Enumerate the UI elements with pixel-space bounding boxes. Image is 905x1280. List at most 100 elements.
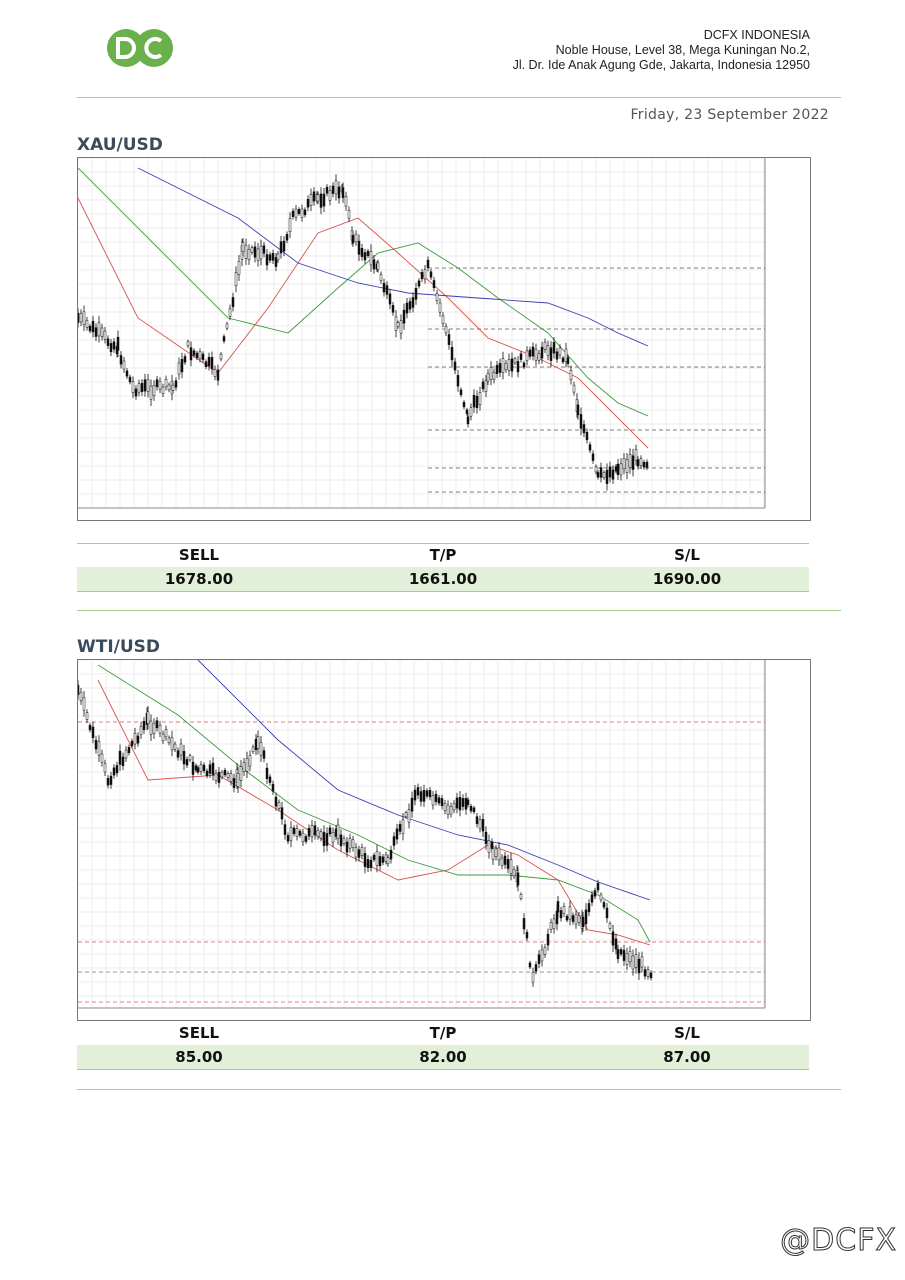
candle-body bbox=[109, 775, 113, 785]
candle-body bbox=[576, 404, 580, 416]
candle-body bbox=[549, 347, 553, 361]
candle-body bbox=[628, 454, 632, 468]
candle-body bbox=[568, 906, 572, 920]
candle-body bbox=[498, 363, 502, 373]
candle-body bbox=[440, 798, 444, 807]
candle-body bbox=[194, 765, 198, 771]
candle-body bbox=[280, 807, 284, 820]
candle-body bbox=[628, 951, 632, 963]
candle-body bbox=[525, 350, 529, 361]
candle-body bbox=[438, 302, 442, 313]
candle-body bbox=[378, 856, 382, 867]
candle-body bbox=[614, 466, 618, 472]
sl-header: S/L bbox=[674, 1024, 700, 1042]
candle-body bbox=[79, 691, 83, 701]
xauusd-trade-table: SELL T/P S/L 1678.00 1661.00 1690.00 bbox=[77, 543, 809, 592]
candle-body bbox=[344, 196, 348, 207]
candle-body bbox=[469, 805, 473, 812]
candle-body bbox=[133, 732, 137, 745]
candle-body bbox=[164, 729, 168, 738]
candle-body bbox=[127, 747, 131, 753]
candle-body bbox=[622, 949, 626, 961]
candle-body bbox=[357, 849, 361, 858]
candle-body bbox=[94, 327, 98, 337]
candle-body bbox=[198, 351, 202, 360]
candle-body bbox=[242, 762, 246, 772]
company-address: DCFX INDONESIA Noble House, Level 38, Me… bbox=[513, 28, 810, 73]
candle-body bbox=[174, 380, 178, 388]
candle-body bbox=[466, 799, 470, 806]
moving-average-line bbox=[97, 679, 651, 946]
trade-headers: SELL T/P S/L bbox=[77, 1022, 809, 1045]
sell-header: SELL bbox=[178, 546, 220, 564]
candle-body bbox=[310, 825, 314, 838]
candle-body bbox=[449, 806, 453, 815]
candle-body bbox=[407, 809, 411, 823]
candle-body bbox=[591, 453, 595, 461]
candle-body bbox=[637, 958, 641, 974]
candle-body bbox=[649, 972, 653, 979]
candle-body bbox=[239, 766, 243, 781]
candle-body bbox=[504, 363, 508, 370]
candle-body bbox=[85, 320, 89, 328]
candle-body bbox=[336, 824, 340, 839]
candle-body bbox=[519, 353, 523, 360]
candle-body bbox=[605, 907, 609, 919]
candle-body bbox=[171, 384, 175, 391]
candle-body bbox=[543, 341, 547, 350]
candle-body bbox=[112, 767, 116, 776]
candle-body bbox=[423, 269, 427, 280]
candle-body bbox=[579, 414, 583, 429]
candle-body bbox=[525, 932, 529, 939]
candle-body bbox=[494, 848, 498, 857]
candle-body bbox=[599, 894, 603, 901]
candle-body bbox=[303, 209, 307, 216]
candle-body bbox=[248, 755, 252, 767]
candle-body bbox=[522, 918, 526, 930]
candle-body bbox=[226, 773, 230, 778]
sell-header: SELL bbox=[178, 1024, 220, 1042]
candle-body bbox=[395, 828, 399, 840]
candle-body bbox=[396, 322, 400, 327]
candle-body bbox=[161, 386, 165, 394]
candle-body bbox=[556, 901, 560, 913]
candle-body bbox=[185, 759, 189, 766]
candle-body bbox=[462, 401, 466, 408]
candle-body bbox=[219, 353, 223, 360]
candle-body bbox=[220, 771, 224, 778]
candle-body bbox=[465, 409, 469, 415]
tp-value: 82.00 bbox=[419, 1048, 467, 1066]
candle-body bbox=[167, 737, 171, 744]
candle-body bbox=[82, 311, 86, 325]
candle-body bbox=[405, 302, 409, 314]
candle-body bbox=[616, 949, 620, 960]
candle-body bbox=[561, 357, 565, 363]
candle-body bbox=[229, 773, 233, 782]
candle-body bbox=[91, 320, 95, 333]
candle-body bbox=[510, 358, 514, 372]
candle-body bbox=[186, 341, 190, 347]
candle-body bbox=[351, 234, 355, 244]
candle-body bbox=[571, 915, 575, 922]
candle-body bbox=[375, 851, 379, 866]
candle-body bbox=[622, 458, 626, 470]
candle-body bbox=[234, 272, 238, 286]
candle-body bbox=[322, 831, 326, 846]
candle-body bbox=[201, 353, 205, 360]
candle-body bbox=[271, 253, 275, 261]
candle-body bbox=[458, 797, 462, 811]
wtiusd-chart bbox=[77, 659, 811, 1021]
candle-body bbox=[495, 364, 499, 374]
candle-body bbox=[537, 954, 541, 964]
candle-body bbox=[429, 271, 433, 278]
candle-body bbox=[402, 309, 406, 324]
candle-body bbox=[79, 313, 83, 323]
candle-body bbox=[484, 380, 488, 392]
candle-body bbox=[546, 933, 550, 946]
candle-body bbox=[389, 849, 393, 860]
candle-body bbox=[213, 368, 217, 377]
candle-body bbox=[247, 249, 251, 261]
candle-body bbox=[577, 915, 581, 923]
candle-body bbox=[244, 244, 248, 259]
candle-body bbox=[78, 684, 80, 695]
